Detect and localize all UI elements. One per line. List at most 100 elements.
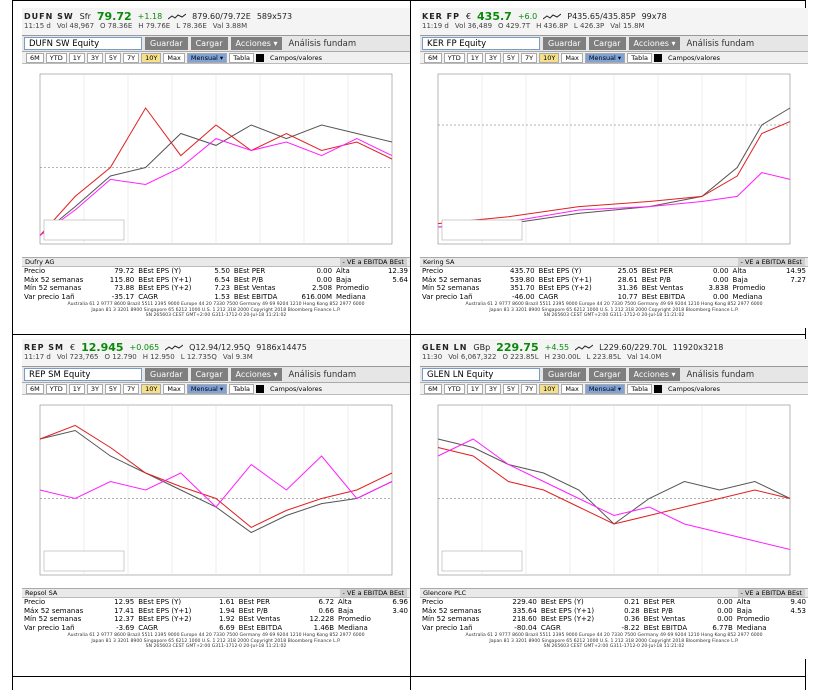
high-price: H 79.76E bbox=[138, 22, 171, 30]
stat-label: BEst EPS (Y+1) bbox=[138, 275, 192, 284]
period-button-1y[interactable]: 1Y bbox=[466, 383, 483, 394]
color-swatch-icon[interactable] bbox=[256, 384, 264, 393]
period-button-6m[interactable]: 6M bbox=[26, 52, 44, 63]
bloomberg-footer: Australia 61 2 9777 8600 Brazil 5511 239… bbox=[420, 632, 808, 649]
period-button-1y[interactable]: 1Y bbox=[68, 52, 85, 63]
analisis-fundamental-tab[interactable]: Análisis fundam bbox=[686, 38, 755, 49]
period-button-3y[interactable]: 3Y bbox=[86, 383, 103, 394]
security-input[interactable]: KER FP Equity bbox=[422, 37, 540, 50]
stat-label: BEst EBITDA bbox=[643, 623, 688, 632]
acciones-menu[interactable]: Acciones ▾ bbox=[628, 368, 681, 381]
period-button-7y[interactable]: 7Y bbox=[521, 383, 538, 394]
period-toolbar: 6M YTD 1Y 3Y 5Y 7Y 10Y Max Mensual ▾ Tabla Campos/… bbox=[22, 383, 410, 395]
color-swatch-icon[interactable] bbox=[654, 53, 662, 62]
footer-line: Australia 61 2 9777 8600 Brazil 5511 239… bbox=[67, 633, 365, 639]
period-button-10y[interactable]: 10Y bbox=[141, 52, 162, 63]
cargar-button[interactable]: Cargar bbox=[190, 37, 228, 50]
period-button-6m[interactable]: 6M bbox=[424, 52, 442, 63]
frequency-dropdown[interactable]: Mensual ▾ bbox=[186, 383, 228, 394]
period-button-7y[interactable]: 7Y bbox=[123, 383, 140, 394]
analisis-fundamental-tab[interactable]: Análisis fundam bbox=[288, 369, 357, 380]
period-button-10y[interactable]: 10Y bbox=[539, 52, 560, 63]
campos-valores-button[interactable]: Campos/valores bbox=[270, 53, 323, 62]
stat-label: Mín 52 semanas bbox=[422, 615, 480, 624]
stat-value: 79.72 bbox=[114, 267, 135, 275]
period-button-5y[interactable]: 5Y bbox=[502, 52, 520, 63]
frequency-dropdown[interactable]: Mensual ▾ bbox=[186, 52, 228, 63]
cargar-button[interactable]: Cargar bbox=[190, 368, 228, 381]
security-input[interactable]: DUFN SW Equity bbox=[24, 37, 142, 50]
analisis-fundamental-tab[interactable]: Análisis fundam bbox=[686, 369, 755, 380]
divider bbox=[410, 0, 411, 690]
open-price: O 429.7T bbox=[498, 22, 531, 30]
period-button-max[interactable]: Max bbox=[163, 383, 185, 394]
acciones-menu[interactable]: Acciones ▾ bbox=[230, 37, 283, 50]
ev-ebitda-selector[interactable]: - VE a EBITDA BEst bbox=[339, 258, 407, 266]
stat-value: 0.00 bbox=[712, 267, 729, 275]
stat-label: BEst Ventas bbox=[233, 284, 276, 293]
period-button-ytd[interactable]: YTD bbox=[45, 52, 67, 63]
period-button-1y[interactable]: 1Y bbox=[68, 383, 85, 394]
period-button-5y[interactable]: 5Y bbox=[104, 383, 122, 394]
period-button-5y[interactable]: 5Y bbox=[502, 383, 520, 394]
period-button-3y[interactable]: 3Y bbox=[86, 52, 103, 63]
stat-label: CAGR bbox=[138, 292, 159, 301]
period-button-max[interactable]: Max bbox=[163, 52, 185, 63]
stat-value: 3.838 bbox=[708, 284, 729, 293]
stat-value bbox=[783, 624, 808, 633]
security-input[interactable]: GLEN LN Equity bbox=[422, 368, 540, 381]
period-button-3y[interactable]: 3Y bbox=[484, 52, 501, 63]
ev-ebitda-selector[interactable]: - VE a EBITDA BEst bbox=[737, 589, 805, 597]
color-swatch-icon[interactable] bbox=[654, 384, 662, 393]
acciones-menu[interactable]: Acciones ▾ bbox=[230, 368, 283, 381]
period-button-max[interactable]: Max bbox=[561, 52, 583, 63]
period-button-6m[interactable]: 6M bbox=[424, 383, 442, 394]
sparkline-icon bbox=[543, 13, 562, 19]
guardar-button[interactable]: Guardar bbox=[145, 37, 188, 50]
period-button-ytd[interactable]: YTD bbox=[443, 52, 465, 63]
frequency-dropdown[interactable]: Mensual ▾ bbox=[584, 383, 626, 394]
cargar-button[interactable]: Cargar bbox=[588, 37, 626, 50]
volume: Vol 48,967 bbox=[56, 22, 95, 30]
acciones-menu[interactable]: Acciones ▾ bbox=[628, 37, 681, 50]
price-series-line bbox=[39, 424, 393, 528]
footer-line: Japan 81 3 3201 8900 Singapore 65 6212 1… bbox=[91, 307, 341, 313]
stat-label: BEst Ventas bbox=[641, 284, 684, 293]
period-button-max[interactable]: Max bbox=[561, 383, 583, 394]
campos-valores-button[interactable]: Campos/valores bbox=[668, 53, 721, 62]
analisis-fundamental-tab[interactable]: Análisis fundam bbox=[288, 38, 357, 49]
period-button-5y[interactable]: 5Y bbox=[104, 52, 122, 63]
color-swatch-icon[interactable] bbox=[256, 53, 264, 62]
period-button-7y[interactable]: 7Y bbox=[123, 52, 140, 63]
frequency-dropdown[interactable]: Mensual ▾ bbox=[584, 52, 626, 63]
security-input[interactable]: REP SM Equity bbox=[24, 368, 142, 381]
period-button-7y[interactable]: 7Y bbox=[521, 52, 538, 63]
table-row: Mín 52 semanas 12.37 BEst EPS (Y+2) 1.92 BEs… bbox=[22, 615, 410, 624]
legend-box bbox=[43, 219, 125, 241]
tabla-button[interactable]: Tabla bbox=[229, 52, 254, 63]
guardar-button[interactable]: Guardar bbox=[145, 368, 188, 381]
period-button-3y[interactable]: 3Y bbox=[484, 383, 501, 394]
period-button-ytd[interactable]: YTD bbox=[45, 383, 67, 394]
bloomberg-footer: Australia 61 2 9777 8600 Brazil 5511 239… bbox=[22, 301, 410, 318]
tabla-button[interactable]: Tabla bbox=[627, 52, 652, 63]
period-button-ytd[interactable]: YTD bbox=[443, 383, 465, 394]
campos-valores-button[interactable]: Campos/valores bbox=[270, 384, 323, 393]
stat-value: 0.28 bbox=[624, 606, 640, 615]
tabla-button[interactable]: Tabla bbox=[229, 383, 254, 394]
statistics-header: Kering SA - VE a EBITDA BEst bbox=[420, 258, 808, 267]
period-button-1y[interactable]: 1Y bbox=[466, 52, 483, 63]
guardar-button[interactable]: Guardar bbox=[543, 368, 586, 381]
period-button-10y[interactable]: 10Y bbox=[539, 383, 560, 394]
guardar-button[interactable]: Guardar bbox=[543, 37, 586, 50]
statistics-table: Precio 12.95 BEst EPS (Y) 1.61 BEst PER 6.72 A… bbox=[22, 598, 410, 632]
table-row: Var precio 1añ -46.00 CAGR 10.77 BEst EBITDA… bbox=[420, 293, 808, 302]
tabla-button[interactable]: Tabla bbox=[627, 383, 652, 394]
period-button-10y[interactable]: 10Y bbox=[141, 383, 162, 394]
cargar-button[interactable]: Cargar bbox=[588, 368, 626, 381]
ev-ebitda-selector[interactable]: - VE a EBITDA BEst bbox=[339, 589, 407, 597]
stat-value: 73.88 bbox=[114, 284, 135, 293]
period-button-6m[interactable]: 6M bbox=[26, 383, 44, 394]
campos-valores-button[interactable]: Campos/valores bbox=[668, 384, 721, 393]
ev-ebitda-selector[interactable]: - VE a EBITDA BEst bbox=[737, 258, 805, 266]
